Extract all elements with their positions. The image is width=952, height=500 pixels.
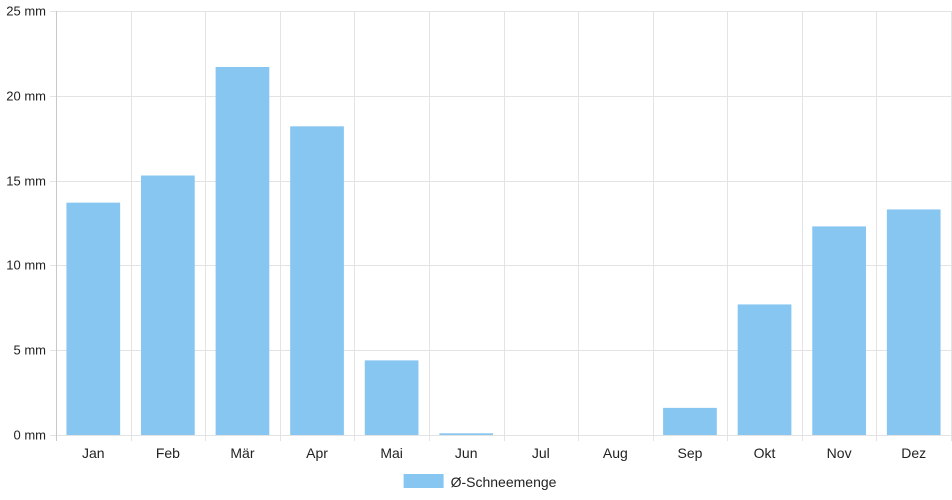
y-tick-label: 15 mm: [6, 174, 46, 189]
y-tick-label: 10 mm: [6, 258, 46, 273]
x-tick-label: Apr: [306, 445, 328, 461]
x-tick-label: Jan: [82, 445, 105, 461]
x-tick-label: Mär: [230, 445, 254, 461]
bar-nov[interactable]: [812, 226, 866, 435]
bar-sep[interactable]: [663, 407, 717, 435]
x-tick-label: Okt: [754, 445, 776, 461]
y-tick-label: 5 mm: [14, 343, 47, 358]
bar-jan[interactable]: [66, 202, 121, 435]
bar-okt[interactable]: [737, 304, 792, 435]
y-tick-label: 0 mm: [14, 428, 47, 443]
legend-label[interactable]: Ø-Schneemenge: [451, 474, 557, 490]
x-tick-label: Aug: [603, 445, 628, 461]
axis-layer: 0 mm 5 mm 10 mm 15 mm 20 mm 25 mm Jan Feb Mär Apr…: [6, 4, 926, 462]
y-tick-label: 25 mm: [6, 4, 46, 19]
y-tick-label: 20 mm: [6, 89, 46, 104]
bar-dez[interactable]: [886, 209, 941, 435]
legend[interactable]: Ø-Schneemenge: [403, 474, 557, 490]
x-tick-label: Feb: [156, 445, 180, 461]
x-tick-label: Sep: [677, 445, 702, 461]
x-tick-label: Mai: [380, 445, 403, 461]
x-tick-label: Jul: [532, 445, 550, 461]
bar-jun[interactable]: [439, 433, 494, 435]
bar-apr[interactable]: [290, 126, 344, 435]
bar-feb[interactable]: [141, 175, 195, 435]
bar-layer: [66, 66, 941, 435]
grid-layer: [50, 11, 952, 441]
x-tick-label: Jun: [455, 445, 478, 461]
legend-swatch[interactable]: [403, 474, 444, 488]
x-tick-label: Nov: [827, 445, 852, 461]
bar-mär[interactable]: [215, 66, 270, 435]
x-tick-label: Dez: [901, 445, 926, 461]
bar-mai[interactable]: [364, 360, 419, 435]
